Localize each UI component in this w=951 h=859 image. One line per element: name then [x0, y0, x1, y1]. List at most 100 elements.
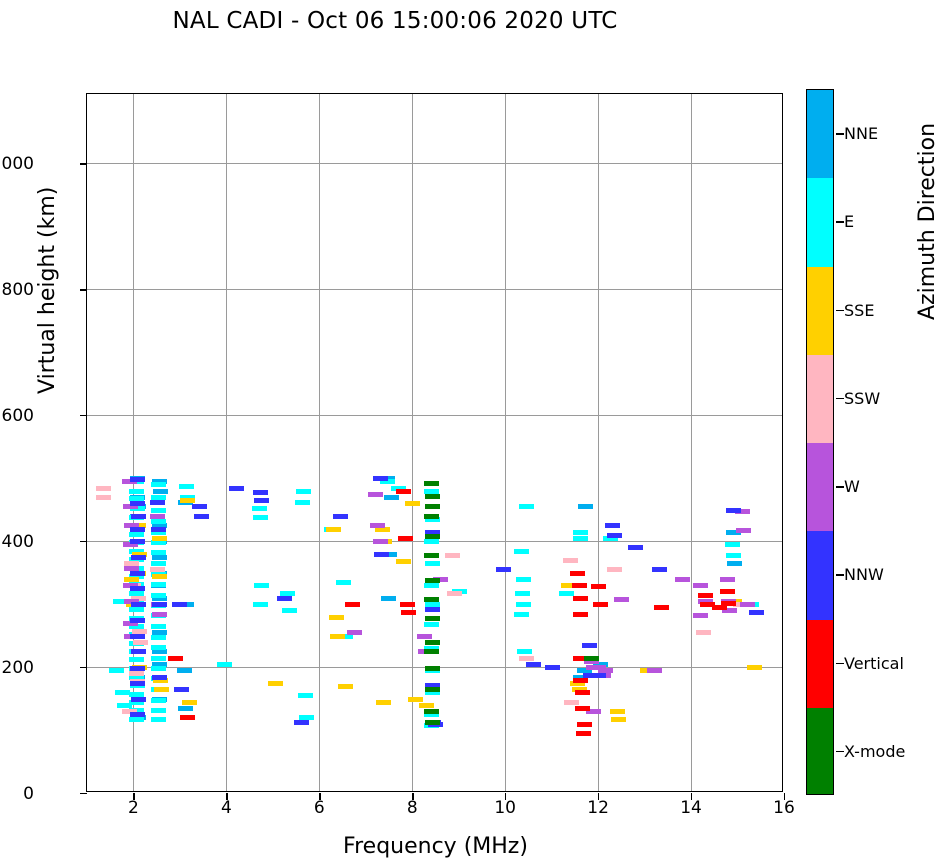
data-mark-e [151, 518, 167, 524]
colorbar-tick [836, 397, 844, 400]
data-mark-sse [154, 687, 170, 693]
data-mark-ssw [128, 671, 144, 677]
data-mark-w [152, 611, 168, 617]
colorbar-label-e: E [844, 212, 855, 232]
data-mark-nnw [130, 501, 146, 507]
gridline-vertical [412, 94, 414, 791]
data-mark-e [424, 517, 440, 523]
data-mark-e [217, 661, 233, 667]
colorbar-segment-nne[interactable] [807, 90, 833, 179]
data-mark-nnw [130, 712, 146, 718]
data-mark-ssw [124, 561, 140, 567]
colorbar-tick [836, 133, 844, 135]
data-mark-ssw [519, 655, 535, 661]
data-mark-e [299, 715, 315, 721]
data-mark-x-mode [424, 534, 440, 540]
colorbar-title: Azimuth Direction [915, 122, 940, 320]
y-tick-mark [80, 793, 87, 795]
colorbar-segment-vertical[interactable] [807, 619, 833, 708]
colorbar-segment-e[interactable] [807, 178, 833, 267]
data-mark-nnw [152, 674, 168, 680]
data-mark-sse [560, 583, 576, 589]
data-mark-nne [381, 595, 397, 601]
data-mark-vertical [399, 602, 415, 608]
data-mark-sse [571, 687, 587, 693]
data-mark-x-mode [424, 615, 440, 621]
data-mark-nnw [607, 532, 623, 538]
y-tick-mark [80, 163, 87, 165]
data-mark-e [424, 602, 440, 608]
data-mark-sse [152, 535, 168, 541]
data-mark-e [279, 590, 295, 596]
x-tick-label: 2 [128, 798, 139, 818]
data-mark-e [150, 550, 166, 556]
data-mark-e [129, 590, 145, 596]
y-tick-label: 1000 [0, 154, 34, 175]
data-mark-nnw [293, 720, 309, 726]
data-mark-e [423, 539, 439, 545]
x-tick-label: 8 [406, 798, 418, 818]
data-mark-nnw [131, 554, 147, 560]
data-mark-nne [152, 649, 168, 655]
data-mark-e [251, 506, 267, 512]
data-mark-ssw [447, 590, 463, 596]
data-mark-sse [337, 683, 353, 689]
data-mark-sse [376, 699, 392, 705]
data-mark-nnw [130, 586, 146, 592]
data-mark-nnw [172, 602, 187, 608]
data-mark-nne [176, 668, 192, 674]
colorbar-label-nne: NNE [844, 124, 879, 144]
data-mark-sse [419, 702, 435, 708]
data-mark-nne [577, 668, 593, 674]
data-mark-nnw [228, 485, 244, 491]
data-mark-sse [124, 576, 140, 582]
data-mark-e [117, 702, 133, 708]
colorbar-label-nnw: NNW [844, 565, 884, 585]
data-mark-nnw [581, 643, 597, 648]
colorbar-segment-w[interactable] [807, 443, 833, 532]
data-mark-w [122, 620, 138, 626]
data-mark-e [515, 576, 531, 582]
x-tick-label: 12 [587, 798, 609, 818]
data-mark-vertical [570, 570, 586, 576]
x-tick-mark [598, 793, 600, 800]
data-mark-nne [726, 561, 742, 567]
data-mark-e [573, 535, 589, 541]
data-mark-nnw [749, 609, 765, 615]
x-tick-label: 6 [313, 798, 325, 818]
x-tick-label: 4 [220, 798, 232, 818]
data-mark-e [150, 482, 166, 488]
y-tick-label: 800 [1, 280, 34, 301]
data-mark-w [372, 539, 388, 545]
colorbar-label-vertical: Vertical [844, 653, 904, 673]
data-mark-e [108, 668, 124, 674]
colorbar-tick [836, 574, 844, 576]
data-mark-nne [152, 523, 168, 529]
data-mark-e [519, 504, 535, 510]
colorbar-segment-nnw[interactable] [807, 531, 833, 620]
data-mark-e [128, 691, 144, 697]
data-mark-e [602, 535, 618, 541]
colorbar-segment-x-mode[interactable] [807, 707, 833, 794]
colorbar[interactable] [806, 89, 834, 795]
data-mark-e [423, 488, 439, 494]
data-mark-sse [152, 573, 168, 579]
gridline-vertical [133, 94, 135, 791]
gridline-horizontal [87, 163, 782, 165]
data-mark-e [128, 531, 144, 537]
gridline-horizontal [87, 415, 782, 417]
gridline-vertical [226, 94, 228, 791]
page-title: NAL CADI - Oct 06 15:00:06 2020 UTC [172, 8, 618, 34]
data-mark-nnw [333, 513, 349, 519]
colorbar-segment-sse[interactable] [807, 266, 833, 355]
data-mark-e [151, 561, 167, 567]
data-mark-w [124, 523, 140, 529]
colorbar-tick [836, 221, 844, 223]
data-mark-vertical [573, 611, 589, 617]
data-mark-w [584, 658, 600, 664]
data-mark-nnw [725, 507, 741, 513]
data-mark-e [254, 583, 270, 589]
data-mark-sse [405, 501, 421, 507]
data-mark-x-mode [424, 504, 440, 510]
colorbar-segment-ssw[interactable] [807, 354, 833, 443]
